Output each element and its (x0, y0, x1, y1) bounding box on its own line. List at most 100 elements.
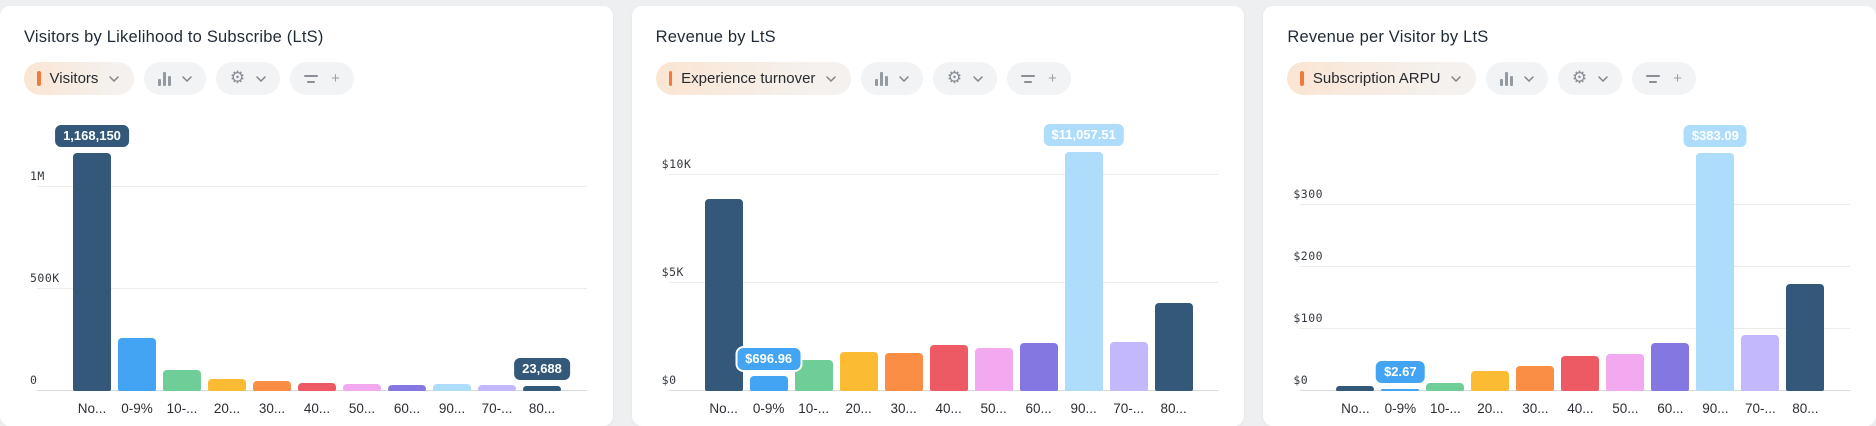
bar[interactable] (1064, 152, 1103, 391)
bar-column: No... (704, 108, 743, 416)
x-axis-label: 10-... (166, 401, 198, 416)
settings-selector[interactable]: ⚙ (932, 62, 998, 95)
gridline: $100 (1293, 311, 1851, 329)
plot-area: 0 500K 1M No... 1,168,150 0-9% 10-... 20... 30..… (30, 108, 587, 416)
chevron-down-icon (1451, 75, 1462, 82)
plot-area: $0 $5K $10K No... 0-9% $696.96 10-... 20... 30..… (662, 108, 1219, 416)
bar[interactable] (929, 345, 968, 391)
bar-column: 60... (1651, 108, 1690, 416)
bar-column: 40... (1561, 108, 1600, 416)
bar[interactable] (1336, 386, 1375, 391)
bar[interactable] (208, 379, 246, 391)
value-label-badge: $2.67 (1376, 361, 1425, 383)
bar-column: 30... (253, 108, 291, 416)
y-axis-tick: 0 (30, 373, 38, 387)
bar[interactable] (388, 385, 426, 391)
x-axis-label: 40... (935, 401, 962, 416)
bar-column: 50... (1606, 108, 1645, 416)
gridline: 500K (30, 271, 587, 290)
bar[interactable] (163, 370, 201, 391)
x-axis-label: No... (77, 401, 107, 416)
bar-column: 90... $383.09 (1683, 108, 1747, 416)
bar[interactable] (253, 381, 291, 391)
bar-column: 20... (1471, 108, 1510, 416)
y-axis-tick: $200 (1293, 248, 1324, 263)
bar[interactable] (1426, 382, 1465, 391)
x-axis-label: 30... (258, 401, 286, 416)
x-axis-label: 0-9% (1384, 401, 1417, 416)
bar-column: 40... (929, 108, 968, 416)
bar[interactable] (1741, 335, 1780, 391)
bar[interactable] (974, 348, 1013, 391)
bar[interactable] (1696, 153, 1735, 391)
bar[interactable] (298, 383, 336, 391)
plus-icon: + (1048, 70, 1057, 87)
chart-card: Visitors by Likelihood to Subscribe (LtS… (0, 6, 613, 426)
bar[interactable] (1651, 343, 1690, 391)
bar[interactable] (1471, 371, 1510, 391)
bar[interactable] (704, 198, 743, 391)
bar[interactable] (118, 338, 156, 391)
bar[interactable] (1786, 284, 1825, 391)
bar[interactable] (433, 384, 471, 391)
bar[interactable] (523, 386, 561, 391)
bar[interactable] (1154, 302, 1193, 391)
value-label-badge: 23,688 (514, 358, 570, 381)
bar[interactable] (794, 359, 833, 391)
bar-column: 70-... (1109, 108, 1148, 416)
plot-area: $0 $100 $200 $300 No... 0-9% $2.67 10-... 20... 3… (1293, 108, 1851, 416)
bar[interactable] (478, 385, 516, 391)
x-axis-label: 20... (213, 401, 241, 416)
metric-selector[interactable]: Experience turnover (655, 62, 852, 95)
x-axis-label: 30... (890, 401, 917, 416)
bar[interactable] (1109, 341, 1148, 391)
bar[interactable] (839, 352, 878, 391)
bar-column: 10-... (163, 108, 201, 416)
bar[interactable] (343, 384, 381, 391)
bar-column: 50... (974, 108, 1013, 416)
bar[interactable] (73, 153, 111, 391)
y-axis-tick: $0 (1293, 373, 1309, 387)
bar-column: No... (1336, 108, 1375, 416)
metric-color-bar (1300, 71, 1304, 86)
bar-column: 80... 23,688 (514, 108, 570, 416)
chart-toolbar: Experience turnover ⚙ + (655, 62, 1221, 95)
bar[interactable] (1019, 343, 1058, 391)
x-axis-label: 60... (393, 401, 421, 416)
value-label-badge: 1,168,150 (55, 125, 129, 148)
bar-column: 30... (1516, 108, 1555, 416)
bar-column: 80... (1786, 108, 1825, 416)
settings-selector[interactable]: ⚙ (1557, 62, 1623, 95)
bar-column: 20... (208, 108, 246, 416)
chart-type-selector[interactable] (861, 62, 923, 95)
chart-type-selector[interactable] (144, 62, 206, 95)
add-filter-button[interactable]: + (1007, 62, 1071, 95)
bar[interactable] (1561, 356, 1600, 391)
bar[interactable] (749, 375, 788, 391)
bar[interactable] (1516, 366, 1555, 391)
value-label-badge: $383.09 (1683, 125, 1747, 148)
bar[interactable] (1606, 353, 1645, 391)
add-filter-button[interactable]: + (1632, 62, 1696, 95)
x-axis-label: 20... (845, 401, 872, 416)
x-axis-label: 40... (303, 401, 331, 416)
metric-label: Experience turnover (681, 70, 816, 87)
bar[interactable] (884, 352, 923, 391)
gridline: $300 (1293, 187, 1851, 205)
add-filter-button[interactable]: + (290, 62, 354, 95)
x-axis-label: 50... (980, 401, 1007, 416)
chart-toolbar: Visitors ⚙ + (24, 62, 589, 95)
settings-selector[interactable]: ⚙ (215, 62, 281, 95)
chevron-down-icon (256, 75, 266, 82)
x-axis-label: 90... (1702, 401, 1729, 416)
y-axis-tick: 1M (30, 169, 45, 184)
bar[interactable] (1381, 389, 1420, 391)
x-axis-label: No... (709, 401, 738, 416)
chart-type-selector[interactable] (1486, 62, 1548, 95)
bar-series: No... 0-9% $696.96 10-... 20... 30... 40... 50.… (704, 108, 1193, 416)
metric-selector[interactable]: Visitors (24, 62, 135, 95)
bar-column: 10-... (794, 108, 833, 416)
metric-selector[interactable]: Subscription ARPU (1287, 62, 1477, 95)
filter-icon (304, 74, 319, 83)
y-axis-tick: $5K (661, 265, 684, 279)
